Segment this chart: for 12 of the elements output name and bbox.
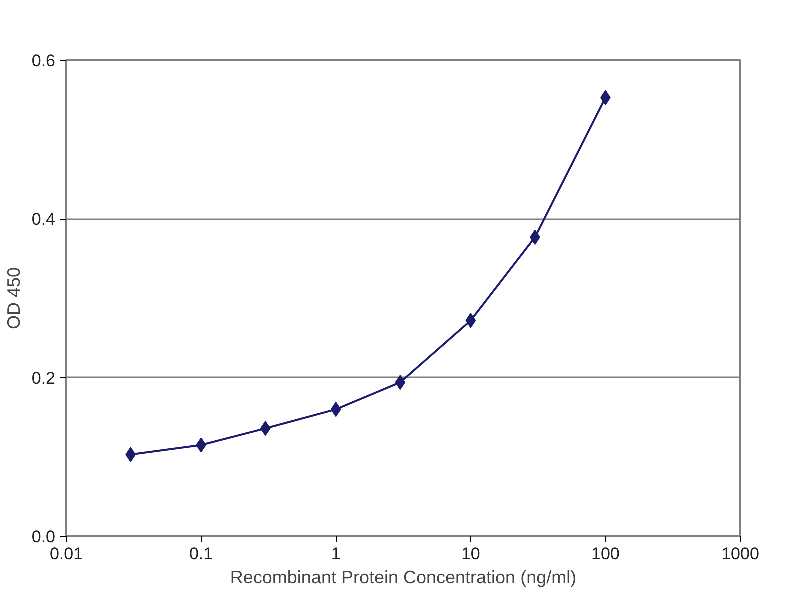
x-tick-label: 1	[331, 544, 341, 564]
x-axis-title: Recombinant Protein Concentration (ng/ml)	[230, 568, 577, 588]
x-tick-label: 100	[592, 544, 620, 564]
y-tick-label: 0.6	[32, 52, 56, 70]
y-tick-label: 0.4	[32, 210, 56, 230]
y-axis-title: OD 450	[4, 267, 24, 330]
x-tick-label: 0.1	[189, 544, 214, 564]
x-tick-label: 10	[461, 544, 480, 564]
y-tick-label: 0.2	[32, 368, 56, 388]
y-tick-label: 0.0	[32, 528, 56, 546]
x-tick-label: 0.01	[50, 544, 84, 564]
x-tick-label: 1000	[722, 544, 760, 564]
